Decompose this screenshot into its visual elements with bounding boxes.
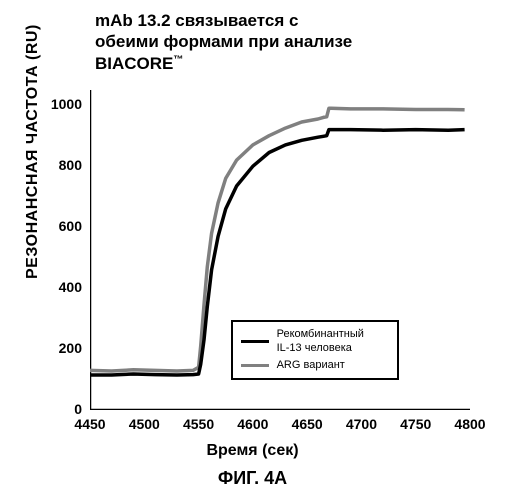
y-tick-label: 200	[32, 340, 82, 356]
title-line2: обеими формами при анализе	[95, 32, 352, 51]
legend-swatch	[241, 340, 269, 343]
figure-label: ФИГ. 4A	[0, 468, 505, 489]
legend-row: ARG вариант	[241, 359, 389, 372]
x-tick-label: 4700	[341, 416, 381, 432]
title-line1: mAb 13.2 связывается с	[95, 11, 298, 30]
y-tick-label: 400	[32, 279, 82, 295]
title-trademark: ™	[173, 54, 183, 65]
x-tick-label: 4450	[70, 416, 110, 432]
legend-label: РекомбинантныйIL-13 человека	[277, 328, 364, 354]
x-tick-label: 4750	[396, 416, 436, 432]
y-tick-label: 800	[32, 157, 82, 173]
y-tick-label: 600	[32, 218, 82, 234]
legend-row: РекомбинантныйIL-13 человека	[241, 328, 389, 354]
x-tick-label: 4600	[233, 416, 273, 432]
x-tick-label: 4800	[450, 416, 490, 432]
legend-swatch	[241, 364, 269, 367]
legend-label: ARG вариант	[277, 359, 345, 372]
y-tick-label: 1000	[32, 96, 82, 112]
x-tick-label: 4650	[287, 416, 327, 432]
x-tick-label: 4550	[179, 416, 219, 432]
title-line3: BIACORE	[95, 54, 173, 73]
x-tick-label: 4500	[124, 416, 164, 432]
chart-title: mAb 13.2 связывается с обеими формами пр…	[95, 10, 455, 74]
legend-box: РекомбинантныйIL-13 человека ARG вариант	[231, 320, 399, 380]
y-axis-label: РЕЗОНАНСНАЯ ЧАСТОТА (RU)	[24, 24, 42, 279]
x-axis-label: Время (сек)	[0, 442, 505, 460]
chart-area: 02004006008001000 4450450045504600465047…	[90, 90, 470, 410]
y-tick-label: 0	[32, 401, 82, 417]
